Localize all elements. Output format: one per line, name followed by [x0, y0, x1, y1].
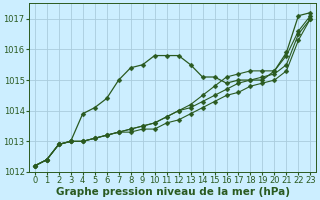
X-axis label: Graphe pression niveau de la mer (hPa): Graphe pression niveau de la mer (hPa) — [56, 187, 290, 197]
